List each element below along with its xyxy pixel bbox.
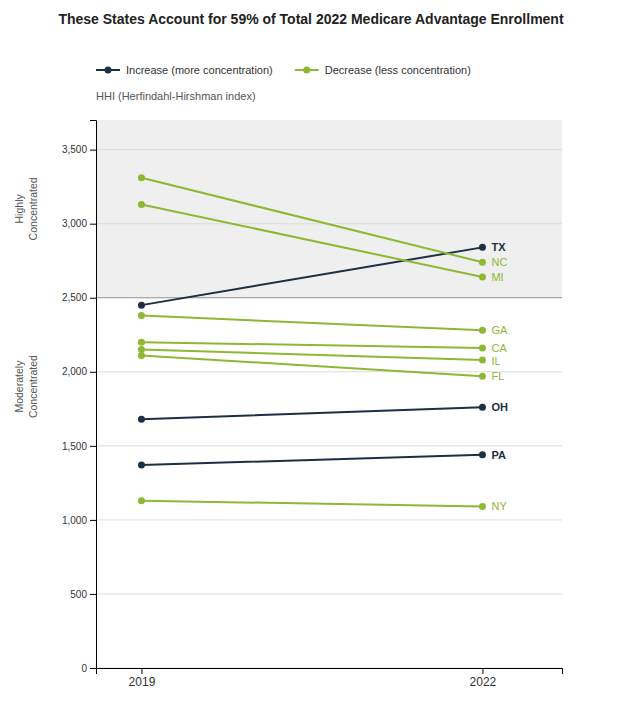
series-point [479, 345, 486, 352]
series-line [141, 501, 482, 507]
x-tick: 2022 [470, 668, 497, 689]
grid-line [96, 445, 562, 446]
concentration-band [96, 120, 562, 298]
series-point [479, 273, 486, 280]
y-tick-mark [90, 298, 96, 299]
series-label: NY [491, 500, 507, 512]
grid-line [96, 149, 562, 150]
series-point [138, 201, 145, 208]
series-point [138, 497, 145, 504]
y-tick-label: 3,000 [62, 218, 87, 229]
series-point [479, 244, 486, 251]
y-axis: 0 500 1,000 1,500 2,000 2,500 3,000 3,500 [62, 121, 97, 674]
y-tick-label: 1,000 [62, 515, 87, 526]
y-tick-label: 500 [70, 589, 87, 600]
x-axis: 2019 2022 [97, 668, 563, 689]
series-line [141, 407, 482, 419]
y-tick-label: 2,500 [62, 292, 87, 303]
series-point [138, 462, 145, 469]
y-tick-mark [90, 446, 96, 447]
y-tick-label: 1,500 [62, 441, 87, 452]
x-tick-mark [141, 668, 142, 674]
series-line [141, 247, 482, 305]
series-label: TX [491, 241, 506, 253]
grid-line [96, 519, 562, 520]
series-point [138, 312, 145, 319]
chart: These States Account for 59% of Total 20… [0, 0, 622, 712]
grid-line [96, 593, 562, 594]
series-line [141, 455, 482, 465]
series-label: GA [491, 324, 508, 336]
zone-annotation: ModeratelyConcentrated [13, 355, 39, 418]
y-tick: 2,500 [62, 292, 96, 303]
y-tick: 1,000 [62, 515, 96, 526]
series-point [479, 404, 486, 411]
grid-line [96, 297, 562, 298]
title: These States Account for 59% of Total 20… [58, 11, 564, 27]
series-labels: TX NC MI GA CAIL FL OH PA NY [491, 241, 508, 512]
y-tick-mark [90, 150, 96, 151]
y-tick: 0 [81, 663, 96, 674]
legend-swatch [105, 67, 112, 74]
series-label: FL [491, 370, 504, 382]
series-line [141, 178, 482, 262]
legend-swatch [303, 67, 310, 74]
x-tick-mark [482, 668, 483, 674]
y-tick-mark [90, 594, 96, 595]
grid [96, 150, 562, 668]
legend: Increase (more concentration) Decrease (l… [96, 64, 471, 76]
x-tick-label: 2022 [470, 675, 497, 689]
series-label: CA [491, 342, 507, 354]
y-tick-mark [90, 372, 96, 373]
y-tick-mark [90, 668, 96, 669]
series-label: PA [491, 449, 506, 461]
plot-area [138, 174, 486, 510]
series-label: IL [491, 355, 500, 367]
series-point [138, 416, 145, 423]
x-tick: 2019 [129, 668, 156, 689]
series-point [138, 302, 145, 309]
series-line [141, 204, 482, 277]
y-tick-label: 2,000 [62, 366, 87, 377]
series-point [138, 339, 145, 346]
series-point [138, 352, 145, 359]
legend-label: Increase (more concentration) [126, 64, 273, 76]
y-tick-label: 3,500 [62, 144, 87, 155]
x-axis-line [97, 669, 563, 675]
y-tick: 2,000 [62, 366, 96, 377]
y-tick: 1,500 [62, 441, 96, 452]
series-point [479, 356, 486, 363]
threshold-line [96, 297, 562, 298]
series-point [479, 327, 486, 334]
series-label: NC [491, 256, 507, 268]
y-tick-mark [90, 520, 96, 521]
y-tick-label: 0 [81, 663, 87, 674]
y-tick: 500 [70, 589, 96, 600]
legend-item: Decrease (less concentration) [295, 64, 471, 76]
series-line [141, 342, 482, 348]
zone-label: ModeratelyConcentrated [13, 355, 39, 418]
zone-annotation: HighlyConcentrated [13, 177, 39, 240]
series-line [141, 316, 482, 331]
series-point [479, 373, 486, 380]
y-tick: 3,000 [62, 218, 96, 229]
y-axis-line [90, 121, 97, 669]
series-point [479, 259, 486, 266]
series-point [479, 503, 486, 510]
y-axis-title: HHI (Herfindahl-Hirshman index) [96, 90, 256, 102]
x-tick-label: 2019 [129, 675, 156, 689]
series-label: MI [491, 271, 503, 283]
series-label: OH [491, 401, 508, 413]
legend-item: Increase (more concentration) [96, 64, 273, 76]
series-line [141, 355, 482, 376]
series-point [479, 451, 486, 458]
series-point [138, 174, 145, 181]
y-tick: 3,500 [62, 144, 96, 155]
legend-label: Decrease (less concentration) [325, 64, 471, 76]
zone-label: HighlyConcentrated [13, 177, 39, 240]
y-tick-mark [90, 224, 96, 225]
